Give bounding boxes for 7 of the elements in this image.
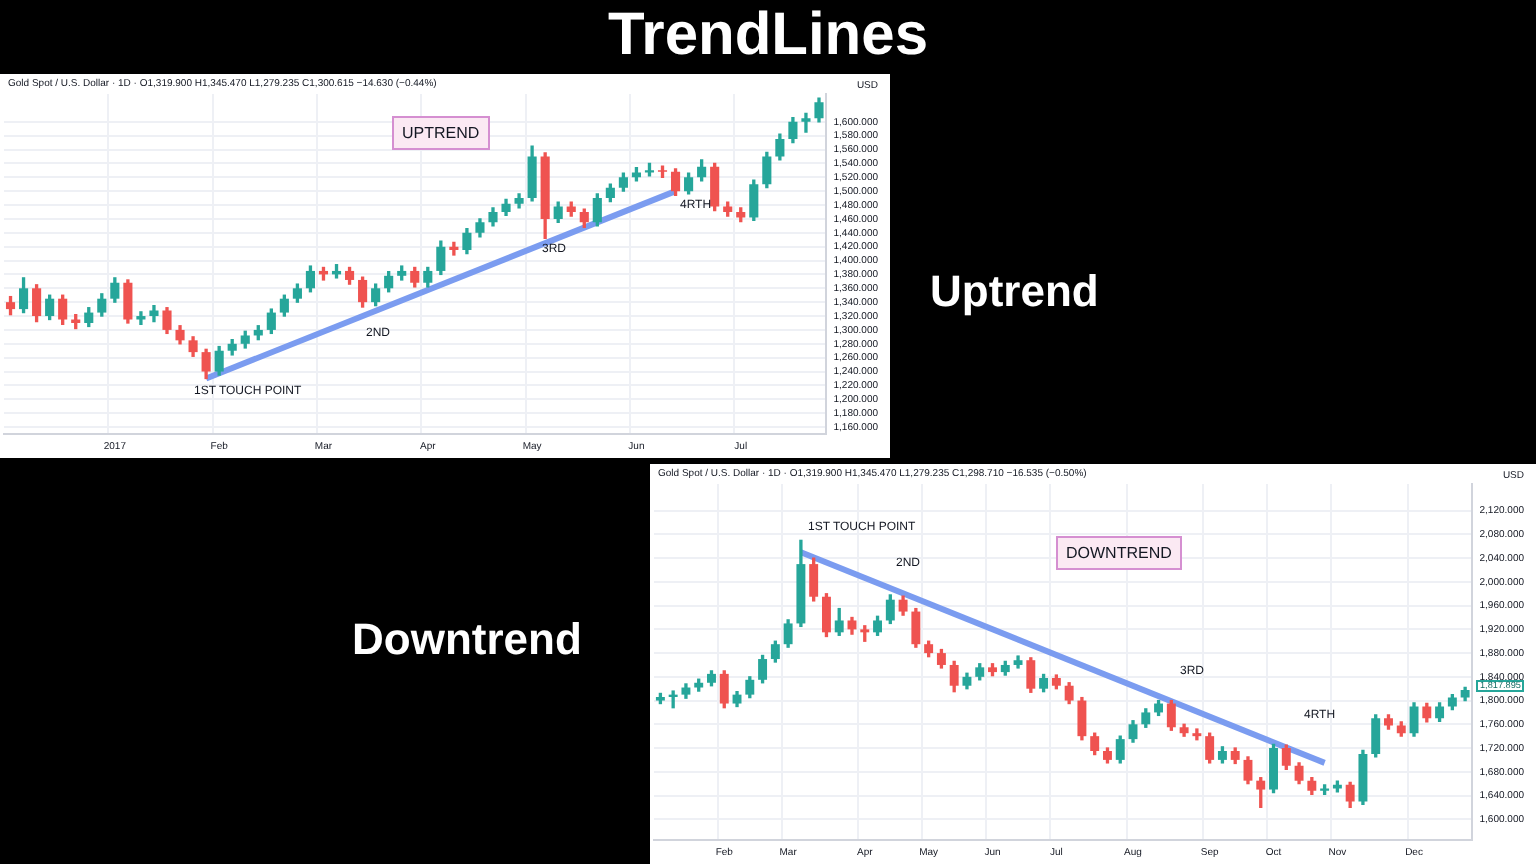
candlestick	[1192, 728, 1202, 741]
annotation: DOWNTREND	[1056, 536, 1182, 570]
candlestick	[801, 112, 811, 133]
text: Uptrend	[930, 266, 1099, 318]
text: Downtrend	[352, 614, 582, 666]
annotation: UPTREND	[392, 116, 490, 150]
chart-title: TrendLines	[605, 0, 931, 72]
